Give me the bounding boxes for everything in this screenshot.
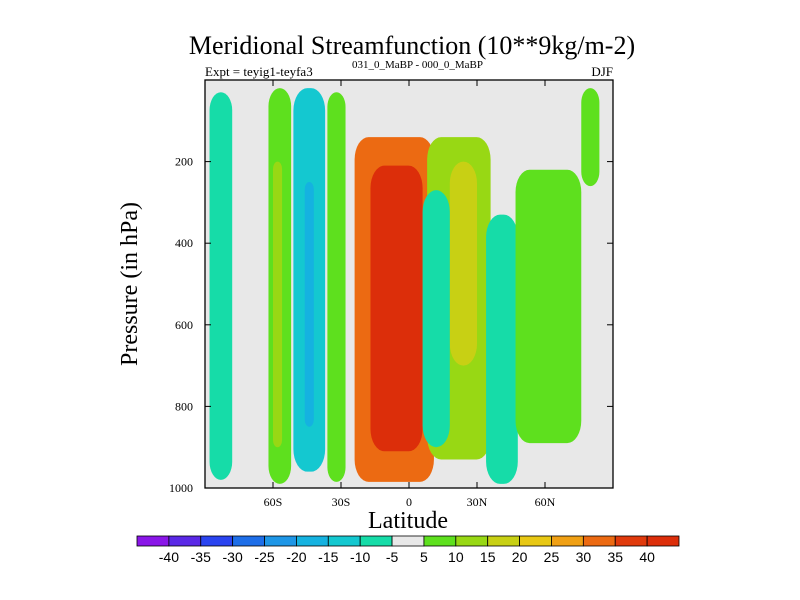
colorbar-swatch	[168, 535, 202, 547]
colorbar-swatch	[200, 535, 234, 547]
colorbar-label: 15	[480, 549, 496, 565]
contour-region-band-8n-negative	[422, 190, 450, 448]
colorbar-label: -15	[318, 549, 338, 565]
x-tick-label: 0	[406, 495, 412, 509]
colorbar-swatch	[646, 535, 680, 547]
colorbar-swatch	[359, 535, 393, 547]
colorbar-label: -25	[254, 549, 274, 565]
colorbar-swatch	[423, 535, 457, 547]
colorbar-label: -20	[286, 549, 306, 565]
colorbar-swatch	[296, 535, 329, 547]
colorbar-label: 10	[448, 549, 464, 565]
colorbar: -40 -35 -30 -25 -20 -15 -10 -5 5 10 15 20 25 30 35 40	[136, 535, 680, 565]
contour-region-band-45s-core	[304, 182, 314, 427]
x-tick-label: 30S	[332, 495, 351, 509]
colorbar-label: 30	[576, 549, 592, 565]
y-tick-label: 200	[175, 155, 193, 169]
x-axis-ticks: 60S 30S 0 30N 60N	[264, 80, 556, 509]
season-label: DJF	[591, 64, 613, 79]
colorbar-label: 40	[639, 549, 655, 565]
y-tick-label: 800	[175, 399, 193, 413]
colorbar-swatch	[519, 535, 552, 547]
y-tick-label: 600	[175, 318, 193, 332]
colorbar-label: -30	[223, 549, 243, 565]
colorbar-label: -5	[386, 549, 399, 565]
colorbar-swatch	[455, 535, 489, 547]
colorbar-swatch	[232, 535, 265, 547]
contour-region-band-50n	[515, 169, 582, 444]
contour-region-band-78n	[581, 88, 600, 187]
colorbar-label: -35	[191, 549, 211, 565]
experiment-period-label: 031_0_MaBP - 000_0_MaBP	[352, 59, 483, 71]
colorbar-swatch	[136, 535, 170, 547]
x-tick-label: 60S	[264, 495, 283, 509]
contour-region-hadley-cell-south-core	[370, 165, 423, 452]
x-axis-label: Latitude	[368, 508, 448, 534]
colorbar-label: 20	[512, 549, 528, 565]
x-tick-label: 30N	[467, 495, 488, 509]
colorbar-swatch	[327, 535, 361, 547]
colorbar-swatch	[582, 535, 616, 547]
colorbar-swatch	[264, 535, 297, 547]
contour-region-band-40n	[486, 214, 518, 484]
colorbar-label: -10	[350, 549, 370, 565]
y-axis-label: Pressure (in hPa)	[117, 202, 143, 366]
contour-region-band-57s-inner	[273, 161, 283, 448]
contour-regions	[209, 88, 600, 484]
y-axis-ticks: 200 400 600 800 1000	[169, 155, 613, 495]
colorbar-label: -40	[159, 549, 179, 565]
chart-title: Meridional Streamfunction (10**9kg/m-2)	[189, 31, 635, 60]
colorbar-label: 35	[607, 549, 623, 565]
contour-region-cell-15n-inner	[449, 161, 477, 366]
x-tick-label: 60N	[535, 495, 556, 509]
contour-region-band-70s	[209, 92, 233, 480]
y-tick-label: 400	[175, 236, 193, 250]
colorbar-swatch	[391, 535, 425, 547]
colorbar-label: 5	[420, 549, 428, 565]
experiment-label: Expt = teyig1-teyfa3	[205, 64, 313, 79]
contour-region-band-32s	[327, 92, 346, 482]
y-tick-label: 1000	[169, 481, 193, 495]
colorbar-swatch	[551, 535, 584, 547]
colorbar-swatch	[487, 535, 520, 547]
colorbar-label: 25	[544, 549, 560, 565]
colorbar-swatch	[614, 535, 648, 547]
